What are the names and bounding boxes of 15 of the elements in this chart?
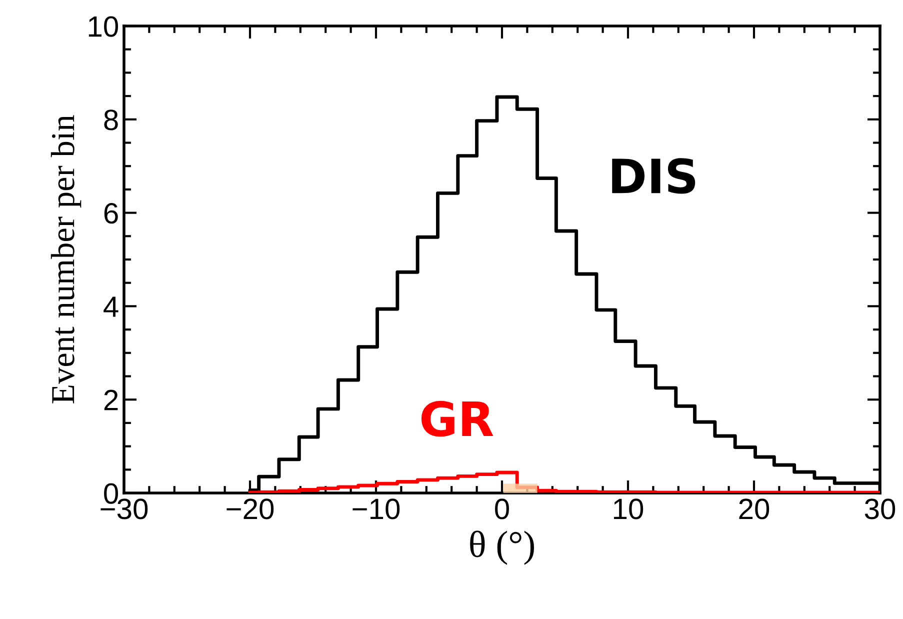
y-tick-label: 6 (104, 203, 118, 224)
series-label: DIS (612, 158, 696, 194)
y-axis-title: Event number per bin (50, 115, 82, 404)
x-tick-label: 10 (614, 498, 644, 520)
x-tick-label: 0 (495, 498, 509, 520)
y-tick-label: 2 (104, 390, 118, 410)
y-tick-label: 8 (104, 110, 118, 130)
x-axis-title: θ (°) (470, 530, 534, 565)
series-label: GR (421, 400, 494, 437)
y-tick-label: 4 (104, 296, 118, 317)
x-tick-label: −10 (352, 498, 400, 520)
x-tick-label: −20 (226, 498, 274, 520)
y-tick-label: 10 (88, 16, 118, 37)
x-tick-label: 20 (739, 498, 770, 520)
x-tick-label: 30 (864, 498, 896, 520)
